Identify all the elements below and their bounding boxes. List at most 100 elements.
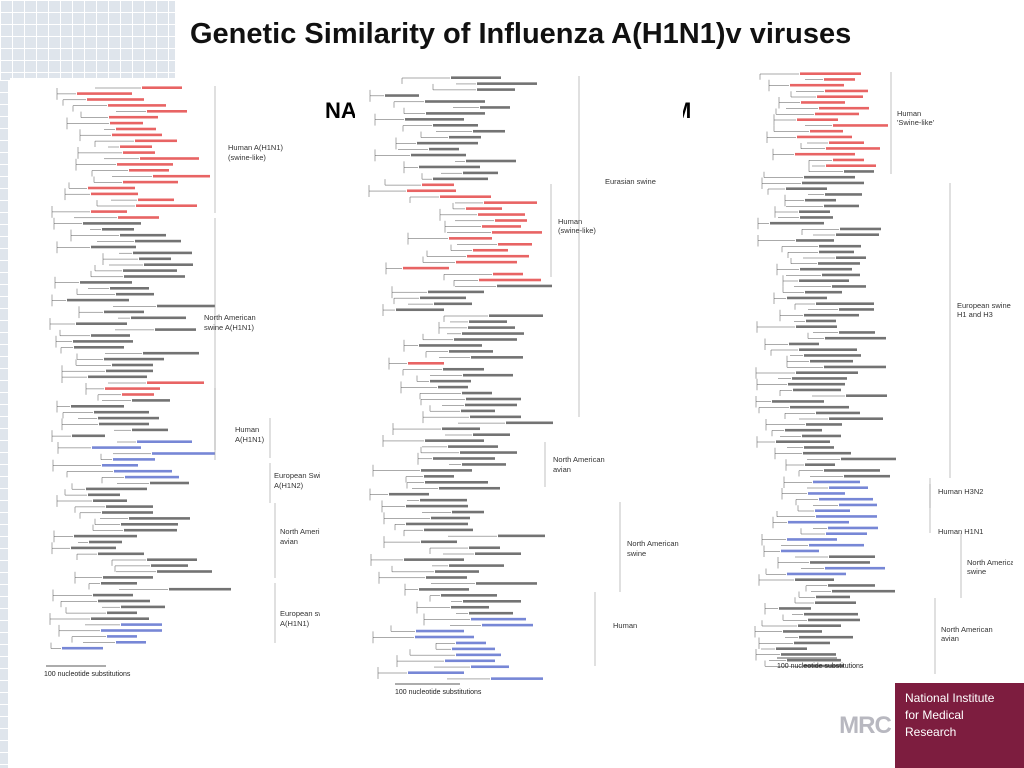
tree-leaf: [91, 192, 138, 196]
tree-leaf: [470, 415, 521, 419]
tree-leaf: [112, 133, 162, 137]
tree-leaf: [385, 94, 419, 97]
m-clade-label: North American: [967, 558, 1013, 567]
decorative-grid-pattern: [0, 0, 175, 80]
tree-leaf: [826, 164, 876, 167]
na-clade-label: Human: [613, 621, 637, 630]
tree-leaf: [477, 88, 515, 91]
tree-leaf: [469, 611, 513, 615]
tree-leaf: [123, 151, 155, 154]
tree-leaf: [132, 428, 168, 432]
tree-leaf: [433, 177, 488, 181]
tree-leaf: [169, 587, 231, 591]
tree-leaf: [138, 198, 174, 202]
tree-leaf: [799, 210, 830, 213]
tree-leaf: [813, 480, 860, 484]
tree-leaf: [460, 451, 517, 454]
tree-leaf: [449, 350, 493, 353]
tree-leaf: [802, 181, 864, 185]
tree-leaf: [819, 106, 869, 110]
tree-leaf: [425, 481, 488, 484]
tree-leaf: [88, 186, 135, 190]
tree-leaf: [445, 659, 495, 663]
tree-leaf: [788, 382, 845, 386]
na-phylogenetic-tree: Eurasian swine Human (swine-like) North …: [355, 72, 683, 704]
tree-leaf: [463, 373, 513, 377]
tree-leaf: [802, 434, 841, 438]
tree-leaf: [810, 561, 870, 564]
tree-leaf: [478, 213, 525, 216]
tree-leaf: [421, 469, 472, 472]
tree-leaf: [808, 618, 860, 622]
tree-leaf: [829, 141, 864, 144]
tree-leaf: [796, 371, 858, 374]
tree-leaf: [421, 540, 457, 544]
tree-leaf: [839, 308, 874, 311]
tree-leaf: [426, 576, 467, 579]
tree-leaf: [810, 359, 853, 363]
na-tree-leaves: [385, 76, 553, 680]
tree-leaf: [804, 313, 859, 317]
tree-leaf: [825, 566, 885, 570]
tree-leaf: [471, 356, 523, 359]
tree-leaf: [456, 653, 501, 657]
tree-leaf: [839, 503, 877, 507]
tree-leaf: [795, 578, 834, 581]
tree-leaf: [456, 260, 517, 264]
tree-leaf: [419, 588, 469, 591]
ha-clade-label: A(H1N1): [280, 619, 310, 628]
tree-leaf: [71, 546, 116, 550]
tree-leaf: [93, 593, 133, 597]
tree-leaf: [792, 377, 847, 380]
tree-leaf: [103, 576, 153, 579]
tree-leaf: [107, 611, 137, 615]
tree-leaf: [140, 157, 199, 160]
tree-leaf: [799, 348, 857, 351]
tree-leaf: [826, 147, 880, 150]
tree-leaf: [800, 216, 833, 219]
tree-leaf: [800, 267, 852, 271]
na-clade-label: North American: [627, 539, 679, 548]
mrc-logo-text: MRC: [839, 711, 892, 739]
tree-leaf: [406, 522, 468, 526]
tree-leaf: [479, 278, 541, 282]
tree-leaf: [787, 296, 827, 300]
tree-leaf: [484, 201, 537, 204]
tree-leaf: [117, 163, 173, 166]
ha-clade-label: North American: [280, 527, 320, 536]
tree-leaf: [818, 262, 860, 265]
tree-leaf: [793, 388, 841, 392]
tree-leaf: [797, 135, 852, 139]
tree-leaf: [112, 363, 153, 367]
tree-leaf: [829, 555, 875, 558]
tree-leaf: [106, 505, 153, 508]
m-clade-label: avian: [941, 634, 959, 643]
tree-leaf: [790, 83, 844, 87]
tree-leaf: [454, 338, 517, 341]
tree-leaf: [452, 647, 495, 651]
tree-leaf: [83, 222, 141, 225]
tree-leaf: [475, 552, 521, 555]
tree-leaf: [794, 641, 830, 645]
na-clade-label: (swine-like): [558, 226, 596, 235]
tree-leaf: [819, 497, 873, 501]
tree-leaf: [431, 516, 470, 520]
tree-leaf: [147, 110, 187, 113]
tree-leaf: [67, 298, 129, 302]
tree-leaf: [787, 658, 841, 662]
tree-leaf: [106, 369, 153, 373]
tree-leaf: [825, 336, 886, 340]
institute-name-line: National Institute: [905, 691, 995, 705]
tree-leaf: [815, 601, 856, 604]
tree-leaf: [803, 451, 851, 455]
m-scale-label: 100 nucleotide substitutions: [777, 663, 864, 670]
tree-leaf: [120, 233, 166, 237]
tree-leaf: [116, 292, 154, 296]
tree-leaf: [796, 239, 834, 242]
tree-leaf: [424, 475, 454, 478]
tree-leaf: [118, 216, 159, 219]
tree-leaf: [816, 302, 874, 305]
tree-leaf: [435, 570, 479, 573]
tree-leaf: [147, 381, 204, 384]
tree-leaf: [449, 564, 504, 567]
